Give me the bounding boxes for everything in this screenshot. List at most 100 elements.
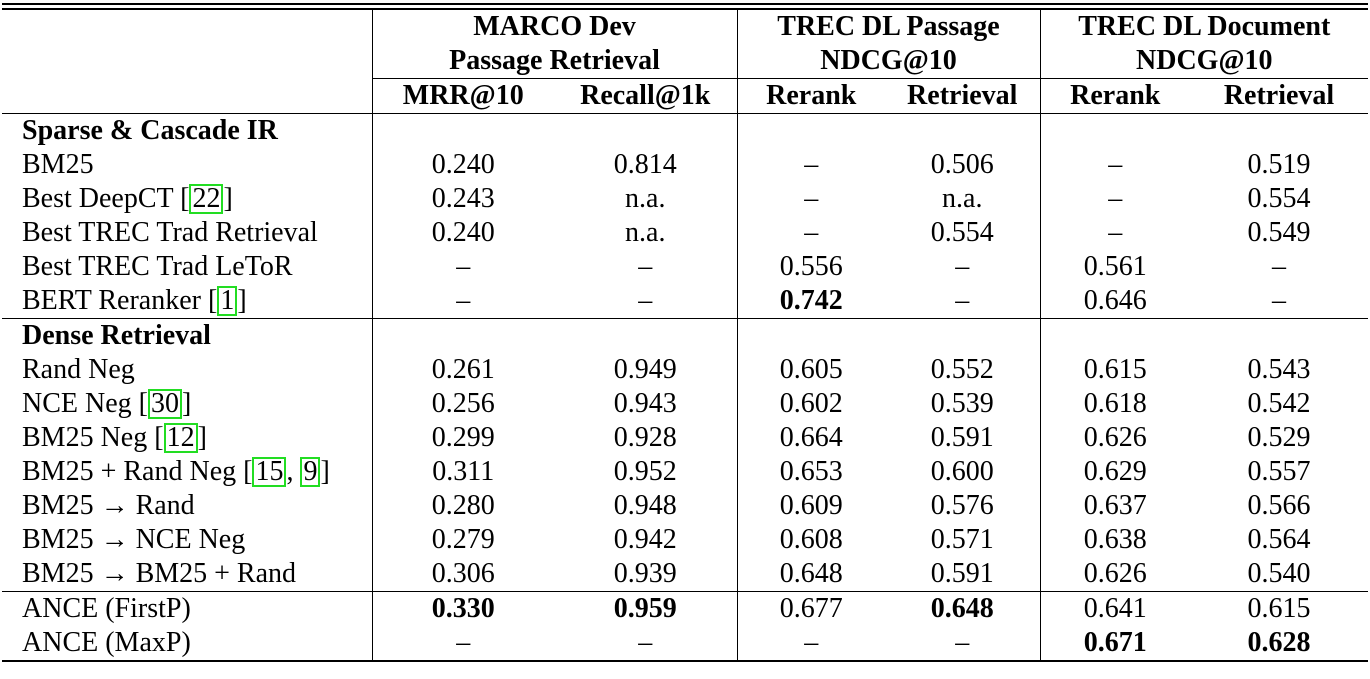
cell-mrr10: 0.240 xyxy=(431,149,495,180)
citation-link[interactable]: 1 xyxy=(217,286,238,316)
group-header-row: MARCO Dev Passage Retrieval TREC DL Pass… xyxy=(2,10,1369,79)
cell-document-retrieval: – xyxy=(1272,251,1286,282)
cell-passage-rerank: 0.602 xyxy=(779,388,843,419)
row-name: BM25 → BM25 + Rand xyxy=(22,558,297,589)
subheader-passage-retrieval: Retrieval xyxy=(885,78,1041,114)
cell-passage-rerank: – xyxy=(804,183,819,214)
table-row: BM25 + Rand Neg [15, 9] 0.311 0.952 0.65… xyxy=(2,455,1368,489)
cell-mrr10: 0.299 xyxy=(431,422,495,453)
table-row: NCE Neg [30] 0.256 0.943 0.602 0.539 0.6… xyxy=(2,387,1368,421)
cell-passage-retrieval: n.a. xyxy=(885,182,1041,216)
row-name: Best DeepCT xyxy=(22,183,174,214)
cell-document-retrieval: 0.564 xyxy=(1247,524,1311,555)
cell-recall1k: 0.943 xyxy=(554,387,738,421)
cell-passage-rerank: 0.609 xyxy=(779,490,843,521)
group-header-trec-passage: TREC DL Passage NDCG@10 xyxy=(737,10,1041,79)
results-table: MARCO Dev Passage Retrieval TREC DL Pass… xyxy=(2,10,1369,662)
cell-document-rerank: – xyxy=(1108,149,1123,180)
row-label: ANCE (MaxP) xyxy=(2,626,373,662)
table-row: BM25 → BM25 + Rand 0.306 0.939 0.648 0.5… xyxy=(2,557,1369,592)
cell-passage-rerank: – xyxy=(804,149,819,180)
citation-link[interactable]: 9 xyxy=(300,457,321,487)
cell-passage-retrieval: 0.648 xyxy=(885,591,1041,626)
citation-link[interactable]: 30 xyxy=(147,389,182,419)
cell-passage-rerank: 0.605 xyxy=(779,354,843,385)
cell-recall1k: – xyxy=(554,284,738,319)
cell-passage-rerank: – xyxy=(737,626,885,662)
cell-document-rerank: 0.637 xyxy=(1083,490,1147,521)
row-label: Best TREC Trad LeToR xyxy=(2,250,373,284)
cell-recall1k: 0.942 xyxy=(554,523,738,557)
section-title-dense: Dense Retrieval xyxy=(2,318,373,353)
cell-mrr10: 0.330 xyxy=(431,593,495,624)
row-label: Best TREC Trad Retrieval xyxy=(2,216,373,250)
citation-link[interactable]: 22 xyxy=(189,184,224,214)
cell-passage-rerank: 0.556 xyxy=(779,251,843,282)
section-row: Dense Retrieval xyxy=(2,318,1368,353)
cell-passage-retrieval: 0.591 xyxy=(885,557,1041,592)
cell-mrr10: – xyxy=(372,284,554,319)
cell-recall1k: 0.959 xyxy=(554,591,738,626)
corner-cell xyxy=(2,10,373,79)
group-header-line2: Passage Retrieval xyxy=(449,45,660,76)
cell-passage-retrieval: – xyxy=(885,284,1041,319)
cell-mrr10: 0.279 xyxy=(431,524,495,555)
row-label: BM25 → Rand xyxy=(2,489,373,523)
cell-recall1k: – xyxy=(554,250,738,284)
group-header-line1: TREC DL Document xyxy=(1078,11,1331,42)
cell-document-retrieval: 0.549 xyxy=(1247,217,1311,248)
cell-mrr10: 0.256 xyxy=(431,388,495,419)
table-row: ANCE (FirstP) 0.330 0.959 0.677 0.648 0.… xyxy=(2,591,1368,626)
row-name: Rand Neg xyxy=(22,354,135,385)
cell-document-rerank: 0.618 xyxy=(1083,388,1147,419)
cell-document-retrieval: 0.529 xyxy=(1247,422,1311,453)
cell-document-retrieval: 0.519 xyxy=(1247,149,1311,180)
cell-document-retrieval: – xyxy=(1190,284,1369,319)
row-name: BM25 → NCE Neg xyxy=(22,524,246,555)
row-name: Best TREC Trad LeToR xyxy=(22,251,293,282)
cell-recall1k: 0.952 xyxy=(554,455,738,489)
cell-passage-retrieval: 0.576 xyxy=(885,489,1041,523)
cell-recall1k: – xyxy=(554,626,738,662)
row-name: Best TREC Trad Retrieval xyxy=(22,217,318,248)
cell-document-retrieval: 0.628 xyxy=(1190,626,1369,662)
cell-document-rerank: 0.626 xyxy=(1040,557,1190,592)
cell-document-rerank: – xyxy=(1108,183,1123,214)
cell-recall1k: 0.928 xyxy=(554,421,738,455)
cell-passage-retrieval: 0.571 xyxy=(885,523,1041,557)
cell-document-rerank: 0.629 xyxy=(1083,456,1147,487)
subheader-document-retrieval: Retrieval xyxy=(1190,78,1369,114)
cell-passage-retrieval: 0.600 xyxy=(885,455,1041,489)
top-rule xyxy=(2,3,1368,5)
table-row: BM25 0.240 0.814 – 0.506 – 0.519 xyxy=(2,148,1368,182)
cell-document-rerank: 0.641 xyxy=(1083,593,1147,624)
cell-mrr10: – xyxy=(372,626,554,662)
group-header-line1: TREC DL Passage xyxy=(777,11,1000,42)
table-row: BERT Reranker [1] – – 0.742 – 0.646 – xyxy=(2,284,1369,319)
cell-mrr10: 0.311 xyxy=(432,456,495,487)
cell-mrr10: 0.240 xyxy=(431,217,495,248)
cell-passage-retrieval: 0.506 xyxy=(885,148,1041,182)
citation-link[interactable]: 12 xyxy=(163,423,198,453)
cell-document-retrieval: 0.542 xyxy=(1247,388,1311,419)
subheader-mrr10: MRR@10 xyxy=(372,78,554,114)
cell-document-rerank: 0.615 xyxy=(1083,354,1147,385)
row-label: BM25 → BM25 + Rand xyxy=(2,557,373,592)
section-row: Sparse & Cascade IR xyxy=(2,113,1368,148)
cell-document-retrieval: 0.615 xyxy=(1247,593,1311,624)
subheader-document-rerank: Rerank xyxy=(1040,78,1190,114)
cell-document-retrieval: 0.566 xyxy=(1247,490,1311,521)
table-row: Best DeepCT [22] 0.243 n.a. – n.a. – 0.5… xyxy=(2,182,1368,216)
cell-mrr10: – xyxy=(456,251,471,282)
citation-link[interactable]: 15 xyxy=(252,457,287,487)
cell-passage-retrieval: – xyxy=(885,626,1041,662)
row-label: BM25 Neg [12] xyxy=(2,421,373,455)
cell-passage-retrieval: 0.554 xyxy=(885,216,1041,250)
group-header-marco: MARCO Dev Passage Retrieval xyxy=(372,10,738,79)
top-rule-double xyxy=(2,8,1368,10)
cell-mrr10: 0.261 xyxy=(431,354,495,385)
group-header-line2: NDCG@10 xyxy=(820,45,957,76)
cell-recall1k: 0.814 xyxy=(554,148,738,182)
row-label: BM25 xyxy=(2,148,373,182)
